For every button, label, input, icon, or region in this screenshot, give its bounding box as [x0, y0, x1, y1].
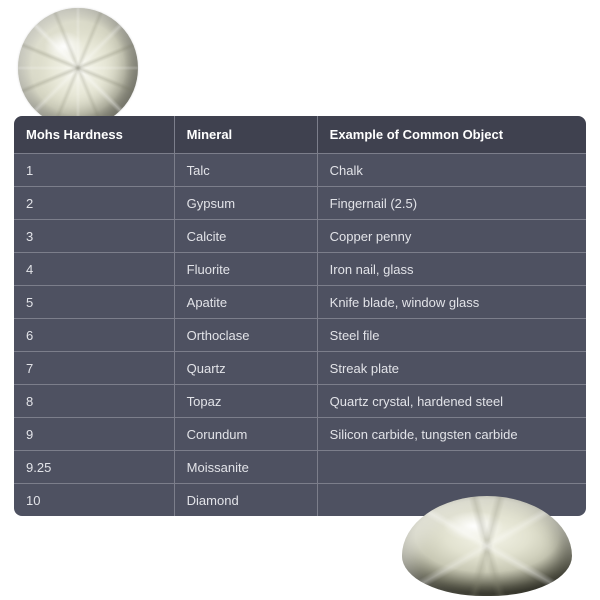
column-header: Mohs Hardness	[14, 116, 174, 154]
table-cell: Gypsum	[174, 187, 317, 220]
table-row: 8TopazQuartz crystal, hardened steel	[14, 385, 586, 418]
table-row: 7QuartzStreak plate	[14, 352, 586, 385]
table-row: 3CalciteCopper penny	[14, 220, 586, 253]
table-cell: Apatite	[174, 286, 317, 319]
table-cell: 4	[14, 253, 174, 286]
table-cell: 10	[14, 484, 174, 517]
table-row: 9CorundumSilicon carbide, tungsten carbi…	[14, 418, 586, 451]
table-header: Mohs HardnessMineralExample of Common Ob…	[14, 116, 586, 154]
table-cell: Knife blade, window glass	[317, 286, 586, 319]
table-cell	[317, 451, 586, 484]
table-cell: Quartz	[174, 352, 317, 385]
table-cell: Topaz	[174, 385, 317, 418]
table-cell: Fluorite	[174, 253, 317, 286]
table-row: 1TalcChalk	[14, 154, 586, 187]
table-cell: 1	[14, 154, 174, 187]
diamond-bottom-icon	[402, 496, 572, 596]
table-cell: Moissanite	[174, 451, 317, 484]
table-cell: 5	[14, 286, 174, 319]
table-row: 5ApatiteKnife blade, window glass	[14, 286, 586, 319]
table-cell: 3	[14, 220, 174, 253]
table-cell: 6	[14, 319, 174, 352]
table-cell: Streak plate	[317, 352, 586, 385]
column-header: Example of Common Object	[317, 116, 586, 154]
table-cell: Chalk	[317, 154, 586, 187]
table-cell: Calcite	[174, 220, 317, 253]
table-cell: Steel file	[317, 319, 586, 352]
table-cell: Corundum	[174, 418, 317, 451]
table-cell: Fingernail (2.5)	[317, 187, 586, 220]
mohs-hardness-table: Mohs HardnessMineralExample of Common Ob…	[14, 116, 586, 516]
table-cell: 7	[14, 352, 174, 385]
table-cell: 9.25	[14, 451, 174, 484]
column-header: Mineral	[174, 116, 317, 154]
table-cell: Silicon carbide, tungsten carbide	[317, 418, 586, 451]
diamond-top-icon	[18, 8, 138, 128]
table-row: 4FluoriteIron nail, glass	[14, 253, 586, 286]
table-cell: Orthoclase	[174, 319, 317, 352]
table-cell: Quartz crystal, hardened steel	[317, 385, 586, 418]
table-row: 6OrthoclaseSteel file	[14, 319, 586, 352]
table-cell: 8	[14, 385, 174, 418]
mohs-hardness-table-container: Mohs HardnessMineralExample of Common Ob…	[14, 116, 586, 516]
table-cell: Diamond	[174, 484, 317, 517]
table-body: 1TalcChalk2GypsumFingernail (2.5)3Calcit…	[14, 154, 586, 517]
table-cell: Iron nail, glass	[317, 253, 586, 286]
table-cell: 2	[14, 187, 174, 220]
table-cell: Copper penny	[317, 220, 586, 253]
table-cell: 9	[14, 418, 174, 451]
table-row: 2GypsumFingernail (2.5)	[14, 187, 586, 220]
table-cell: Talc	[174, 154, 317, 187]
table-row: 9.25Moissanite	[14, 451, 586, 484]
